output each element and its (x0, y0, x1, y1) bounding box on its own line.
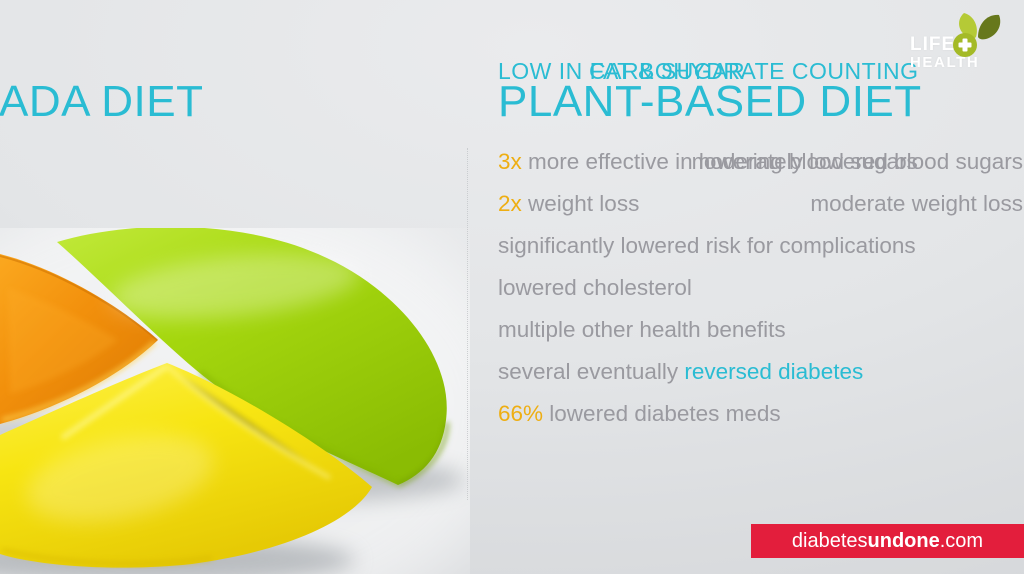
right-benefit-item: 3x more effective in lowering blood suga… (498, 141, 918, 183)
stat-highlight: 2x (498, 191, 522, 216)
benefit-text: weight loss (521, 191, 640, 216)
right-benefit-item: multiple other health benefits (498, 309, 918, 351)
plates-image (0, 228, 470, 574)
left-benefit-item: moderately lowered blood sugars (691, 149, 1023, 174)
benefit-text: lowered diabetes meds (543, 401, 781, 426)
leaf-light (959, 13, 977, 39)
right-benefit-item: significantly lowered risk for complicat… (498, 225, 918, 267)
reversed-diabetes-highlight: reversed diabetes (684, 359, 864, 384)
footer-url: diabetesundone.com (791, 529, 984, 552)
right-title: PLANT-BASED DIET (498, 77, 922, 126)
benefit-text: several eventually (498, 359, 685, 384)
right-benefit-item: 66% lowered diabetes meds (498, 393, 918, 435)
column-divider (467, 148, 468, 500)
plate-orange (0, 254, 158, 424)
right-kicker: LOW IN FAT & SUGAR (498, 58, 746, 84)
right-benefit-item: 2x weight loss (498, 183, 918, 225)
left-title: ADA DIET (0, 77, 204, 126)
benefit-text: lowered cholesterol (498, 275, 692, 300)
benefit-text: multiple other health benefits (498, 317, 786, 342)
right-benefit-item: lowered cholesterol (498, 267, 918, 309)
right-benefit-list: 3x more effective in lowering blood suga… (498, 141, 918, 435)
leaf-dark (978, 14, 1001, 40)
stat-highlight: 66% (498, 401, 544, 426)
plus-icon (953, 33, 977, 57)
plate-yellow (0, 363, 372, 568)
benefit-text: significantly lowered risk for complicat… (498, 233, 916, 258)
left-kicker: CARBOHYDRATE COUNTING (589, 58, 919, 84)
logo-text-life: LIFE (910, 34, 956, 55)
logo-text-health: HEALTH (910, 54, 980, 71)
right-benefit-item: several eventually reversed diabetes (498, 351, 918, 393)
life-health-logo: LIFE HEALTH (906, 10, 1018, 74)
leaf-icon (953, 13, 1001, 57)
left-benefit-item: moderate weight loss (810, 191, 1023, 216)
stat-highlight: 3x (498, 149, 522, 174)
left-benefit-list: moderately lowered blood sugars moderate… (589, 141, 1023, 225)
footer-banner: diabetesundone.com (751, 524, 1024, 558)
benefit-text: more effective in lowering blood sugars (521, 149, 918, 174)
